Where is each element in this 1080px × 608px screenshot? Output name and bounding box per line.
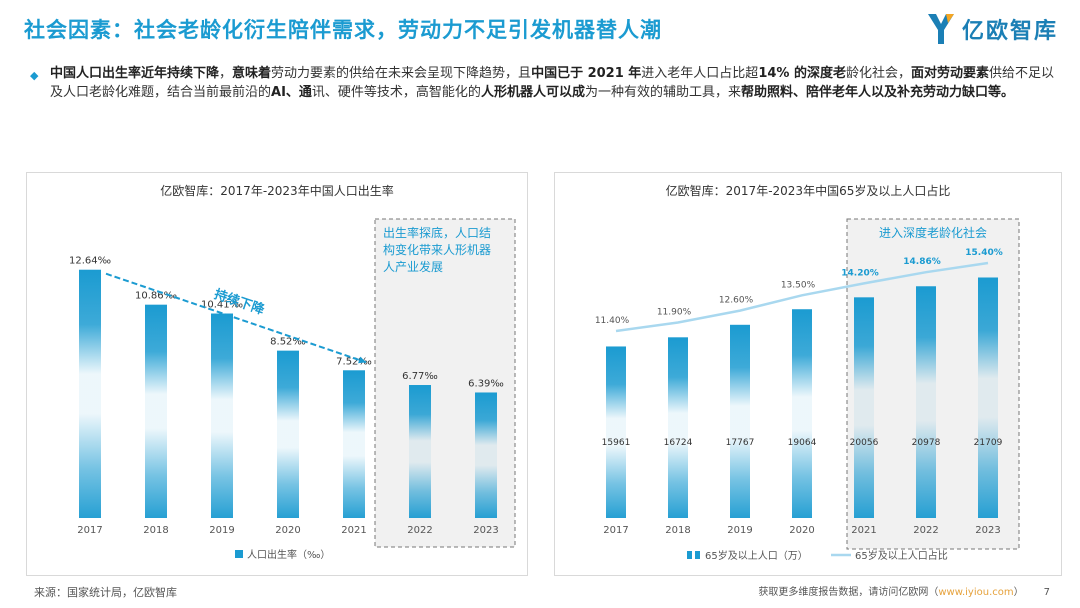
intro-segment: 面对劳动要素	[910, 66, 989, 81]
intro-segment: 讯、硬件等技术，高智能化的	[311, 85, 481, 100]
bar-value-label: 17767	[726, 438, 755, 448]
pct-label: 13.50%	[781, 280, 816, 290]
intro-segment: 14% 的深度老	[758, 66, 846, 81]
birth-rate-chart-panel: 亿欧智库：2017年-2023年中国人口出生率出生率探底，人口结 构变化带来人形机…	[26, 172, 528, 576]
x-tick-label: 2020	[789, 525, 814, 536]
legend-swatch	[235, 550, 243, 558]
bar	[145, 304, 167, 518]
x-tick-label: 2022	[913, 525, 938, 536]
bar-value-label: 15961	[602, 438, 631, 448]
intro-segment: 人形机器人可以成	[480, 85, 585, 100]
bar-value-label: 20978	[912, 438, 941, 448]
bar	[475, 392, 497, 518]
legend-swatch-bar	[687, 551, 692, 559]
intro-segment: 供给不足以及人口老龄化难题，结合当前最前沿的	[50, 66, 1055, 100]
pct-series-line	[615, 261, 989, 333]
bar	[343, 370, 365, 518]
x-tick-label: 2023	[473, 525, 498, 536]
intro-segment: 帮助照料、陪伴老年人以及补充劳动力缺口等。	[740, 85, 1014, 100]
bar	[916, 286, 936, 518]
x-tick-label: 2019	[209, 525, 234, 536]
page-number: 7	[1043, 587, 1050, 598]
x-tick-label: 2023	[975, 525, 1000, 536]
source-note: 来源：国家统计局，亿欧智库	[34, 586, 177, 599]
x-tick-label: 2021	[341, 525, 366, 536]
pct-label: 11.40%	[595, 316, 630, 326]
intro-segment: 进入老年人口占比超	[641, 66, 759, 81]
x-tick-label: 2020	[275, 525, 300, 536]
intro-segment: 为一种有效的辅助工具，来	[584, 85, 741, 100]
page-title: 社会因素：社会老龄化衍生陪伴需求，劳动力不足引发机器替人潮	[24, 18, 662, 42]
bar	[854, 297, 874, 518]
highlight-box-text: 出生率探底，人口结	[383, 225, 491, 240]
x-tick-label: 2019	[727, 525, 752, 536]
intro-segment: 中国人口出生率近年持续下降	[50, 66, 220, 81]
pct-label: 11.90%	[657, 308, 692, 318]
x-tick-label: 2018	[665, 525, 690, 536]
data-label: 12.64‰	[69, 256, 111, 267]
logo-text: 亿欧智库	[961, 19, 1058, 44]
bar	[792, 309, 812, 518]
data-label: 10.86‰	[135, 291, 177, 302]
trend-arrowhead-icon	[358, 356, 366, 364]
pct-label: 12.60%	[719, 296, 754, 306]
x-tick-label: 2021	[851, 525, 876, 536]
legend-label: 65岁及以上人口占比	[855, 549, 948, 562]
x-tick-label: 2017	[77, 525, 102, 536]
bar-value-label: 20056	[850, 438, 879, 448]
bar	[730, 324, 750, 518]
highlight-box-text: 构变化带来人形机器	[383, 242, 491, 257]
intro-segment: 劳动力要素的供给在未来会呈现下降趋势，且	[271, 66, 532, 81]
x-tick-label: 2018	[143, 525, 168, 536]
intro-segment: 意味着	[232, 66, 272, 81]
intro-segment: 龄化社会，	[845, 66, 911, 81]
bar	[606, 346, 626, 518]
pct-label: 14.20%	[841, 268, 879, 278]
legend-label: 人口出生率（‰）	[247, 548, 330, 561]
x-tick-label: 2022	[407, 525, 432, 536]
footer-note-suffix: ）	[1013, 587, 1024, 598]
bar	[978, 277, 998, 518]
intro-text: 中国人口出生率近年持续下降，意味着劳动力要素的供给在未来会呈现下降趋势，且中国已…	[50, 64, 1060, 102]
birth-rate-chart: 亿欧智库：2017年-2023年中国人口出生率出生率探底，人口结构变化带来人形机…	[69, 183, 516, 561]
intro-segment: AI、通	[271, 85, 312, 100]
intro-paragraph: ◆ 中国人口出生率近年持续下降，意味着劳动力要素的供给在未来会呈现下降趋势，且中…	[30, 64, 1060, 102]
highlight-box-text: 人产业发展	[383, 259, 443, 274]
bar-value-label: 16724	[664, 438, 693, 448]
footer-note: 获取更多维度报告数据，请访问亿欧网（www.iyiou.com） 7	[758, 583, 1050, 598]
chart-title: 亿欧智库：2017年-2023年中国65岁及以上人口占比	[666, 183, 951, 198]
pct-label: 14.86%	[903, 257, 941, 267]
data-label: 7.52‰	[336, 356, 372, 367]
legend-label: 65岁及以上人口（万）	[705, 549, 808, 562]
bar-value-label: 21709	[974, 438, 1003, 448]
data-label: 10.41‰	[201, 300, 243, 311]
bar	[277, 350, 299, 518]
bar	[409, 385, 431, 518]
intro-segment: 中国已于 2021 年	[531, 66, 642, 81]
elderly-ratio-chart-panel: 亿欧智库：2017年-2023年中国65岁及以上人口占比进入深度老龄化社会 159…	[554, 172, 1062, 576]
logo-icon	[927, 14, 954, 44]
x-tick-label: 2017	[603, 525, 628, 536]
trend-arrow-line	[105, 272, 367, 364]
bar	[211, 313, 233, 518]
footer-url-link[interactable]: www.iyiou.com	[938, 587, 1014, 598]
highlight-box-text: 进入深度老龄化社会	[879, 225, 987, 240]
data-label: 6.39‰	[468, 378, 504, 389]
brand-logo: 亿欧智库	[926, 12, 1058, 46]
legend-swatch-bar	[695, 551, 700, 559]
pct-label: 15.40%	[965, 248, 1003, 258]
footer-note-prefix: 获取更多维度报告数据，请访问亿欧网（	[758, 587, 939, 598]
chart-title: 亿欧智库：2017年-2023年中国人口出生率	[160, 183, 393, 198]
bar-value-label: 19064	[788, 438, 817, 448]
data-label: 8.52‰	[270, 337, 306, 348]
data-label: 6.77‰	[402, 371, 438, 382]
diamond-bullet-icon: ◆	[30, 69, 39, 82]
intro-segment: ，	[219, 66, 233, 81]
bar	[79, 269, 101, 518]
bar	[668, 337, 688, 518]
